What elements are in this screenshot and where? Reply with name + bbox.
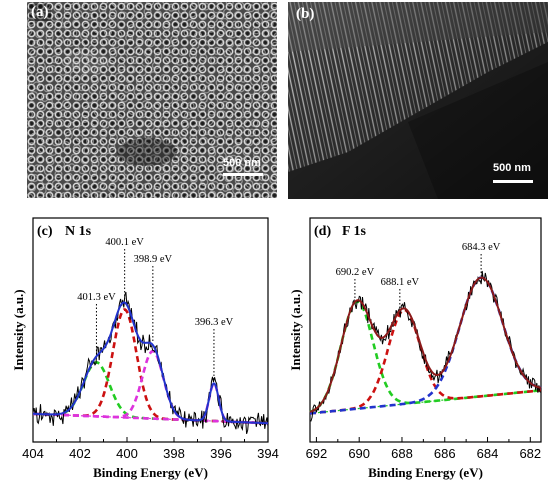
chart-f1s-svg: (d) F 1s 692 690 688 686 684 682 Binding Energy … (288, 217, 542, 480)
y-axis-label: Intensity (a.u.) (288, 289, 303, 370)
x-axis-label: Binding Energy (eV) (368, 465, 483, 480)
chart-n1s-svg: (c) N 1s 404 402 400 398 396 394 Binding Energy … (11, 217, 279, 480)
sem-image-top-view: (a) 500 nm (27, 2, 277, 198)
plot-frame (309, 217, 542, 443)
chart-title: N 1s (65, 224, 92, 239)
x-tick-label: 684 (477, 446, 499, 461)
peak-annotation: 688.1 eV (381, 277, 420, 288)
panel-label: (c) (37, 224, 53, 239)
peak-annotation: 398.9 eV (134, 254, 173, 265)
chart-f1s: (d) F 1s 692 690 688 686 684 682 Binding Energy … (275, 205, 550, 487)
x-tick-label: 692 (306, 446, 328, 461)
x-tick-label: 404 (22, 446, 44, 461)
peak-annotation: 400.1 eV (105, 237, 144, 248)
peak-annotation: 684.3 eV (462, 242, 501, 253)
scale-bar-a (223, 173, 263, 176)
x-tick-label: 690 (348, 446, 370, 461)
raw-data-line (309, 270, 542, 422)
panel-label-b: (b) (296, 6, 315, 22)
peak-annotation: 401.3 eV (77, 292, 116, 303)
scale-bar-label-a: 500 nm (223, 157, 261, 169)
sem-image-b-texture (288, 2, 548, 199)
x-tick-label: 400 (116, 446, 138, 461)
baseline-line (32, 413, 269, 424)
fit-envelope-line (309, 276, 542, 413)
sem-image-a-texture (27, 2, 277, 198)
x-axis-label: Binding Energy (eV) (93, 465, 208, 480)
peak-annotation: 396.3 eV (195, 317, 234, 328)
chart-title: F 1s (342, 224, 367, 239)
peak-annotation: 690.2 eV (336, 267, 375, 278)
x-tick-label: 402 (69, 446, 91, 461)
component-peak-4 (33, 381, 269, 425)
x-tick-label: 682 (519, 446, 541, 461)
raw-data-line (32, 291, 269, 435)
panel-label-a: (a) (29, 4, 51, 21)
fit-envelope-line (33, 301, 269, 425)
y-axis-label: Intensity (a.u.) (11, 289, 26, 370)
component-peak-2 (309, 308, 542, 415)
x-tick-label: 686 (434, 446, 456, 461)
component-peak-3 (33, 349, 269, 425)
x-tick-label: 688 (391, 446, 413, 461)
component-peak-2 (33, 308, 269, 425)
x-tick-label: 396 (210, 446, 232, 461)
scale-bar-b (493, 180, 533, 183)
sem-image-cross-section: (b) 500 nm (288, 2, 548, 199)
panel-label: (d) (314, 224, 331, 239)
chart-n1s: (c) N 1s 404 402 400 398 396 394 Binding Energy … (0, 205, 279, 487)
scale-bar-label-b: 500 nm (493, 162, 531, 174)
x-tick-label: 398 (163, 446, 185, 461)
x-tick-label: 394 (257, 446, 279, 461)
